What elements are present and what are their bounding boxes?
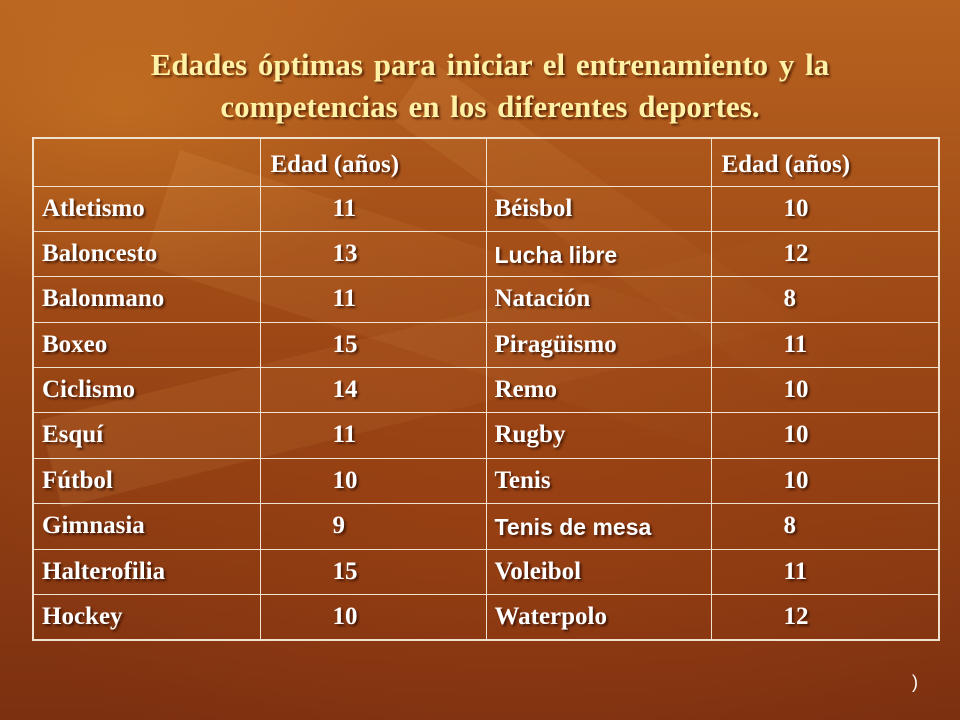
age-cell: 8 bbox=[710, 276, 940, 323]
table-row: Halterofilia 15 Voleibol 11 bbox=[32, 548, 940, 596]
sport-cell: Hockey bbox=[32, 594, 261, 641]
age-cell: 11 bbox=[710, 321, 940, 369]
sport-cell: Rugby bbox=[485, 412, 712, 459]
age-cell: 9 bbox=[259, 503, 487, 550]
table-row: Gimnasia 9 Tenis de mesa 8 bbox=[32, 503, 940, 550]
header-cell-age-b: Edad (años) bbox=[710, 137, 940, 187]
age-cell: 11 bbox=[259, 276, 487, 323]
header-cell-age-a: Edad (años) bbox=[259, 137, 487, 187]
table-row: Atletismo 11 Béisbol 10 bbox=[32, 185, 940, 232]
table-row: Balonmano 11 Natación 8 bbox=[32, 276, 940, 323]
slide-title-line-2: competencias en los diferentes deportes. bbox=[220, 89, 760, 124]
age-cell: 8 bbox=[710, 503, 940, 550]
sport-cell: Natación bbox=[485, 276, 712, 323]
table-row: Baloncesto 13 Lucha libre 12 bbox=[32, 230, 940, 278]
age-cell: 15 bbox=[259, 321, 487, 369]
sport-cell: Tenis bbox=[485, 457, 712, 505]
age-cell: 10 bbox=[259, 457, 487, 505]
age-cell: 10 bbox=[710, 457, 940, 505]
slide-title-line-1: Edades óptimas para iniciar el entrenami… bbox=[150, 47, 830, 82]
table-row: Ciclismo 14 Remo 10 bbox=[32, 367, 940, 414]
header-cell-sport-b bbox=[485, 137, 712, 187]
age-cell: 11 bbox=[710, 548, 940, 596]
table-row: Esquí 11 Rugby 10 bbox=[32, 412, 940, 459]
age-cell: 12 bbox=[710, 230, 940, 278]
table-row: Hockey 10 Waterpolo 12 bbox=[32, 594, 940, 641]
sport-cell: Fútbol bbox=[32, 457, 261, 505]
age-cell: 11 bbox=[259, 412, 487, 459]
age-cell: 10 bbox=[710, 367, 940, 414]
sport-cell: Ciclismo bbox=[32, 367, 261, 414]
age-cell: 12 bbox=[710, 594, 940, 641]
sport-cell: Gimnasia bbox=[32, 503, 261, 550]
sport-cell: Remo bbox=[485, 367, 712, 414]
header-cell-sport-a bbox=[32, 137, 261, 187]
sport-cell: Baloncesto bbox=[32, 230, 261, 278]
sport-cell: Lucha libre bbox=[485, 230, 712, 278]
sports-age-table: Edad (años) Edad (años) Atletismo 11 Béi… bbox=[32, 137, 940, 641]
age-cell: 10 bbox=[710, 412, 940, 459]
sport-cell: Tenis de mesa bbox=[485, 503, 712, 550]
sport-cell: Esquí bbox=[32, 412, 261, 459]
sport-cell: Voleibol bbox=[485, 548, 712, 596]
sport-cell: Béisbol bbox=[485, 185, 712, 232]
sport-cell: Halterofilia bbox=[32, 548, 261, 596]
sport-cell: Waterpolo bbox=[485, 594, 712, 641]
table-row: Boxeo 15 Piragüismo 11 bbox=[32, 321, 940, 369]
table-row: Fútbol 10 Tenis 10 bbox=[32, 457, 940, 505]
age-cell: 10 bbox=[710, 185, 940, 232]
corner-mark: ) bbox=[912, 672, 918, 692]
age-cell: 11 bbox=[259, 185, 487, 232]
age-cell: 13 bbox=[259, 230, 487, 278]
age-cell: 14 bbox=[259, 367, 487, 414]
table-header-row: Edad (años) Edad (años) bbox=[32, 137, 940, 187]
sport-cell: Piragüismo bbox=[485, 321, 712, 369]
age-cell: 15 bbox=[259, 548, 487, 596]
sport-cell: Balonmano bbox=[32, 276, 261, 323]
sport-cell: Atletismo bbox=[32, 185, 261, 232]
sport-cell: Boxeo bbox=[32, 321, 261, 369]
slide-title: Edades óptimas para iniciar el entrenami… bbox=[60, 44, 920, 128]
age-cell: 10 bbox=[259, 594, 487, 641]
